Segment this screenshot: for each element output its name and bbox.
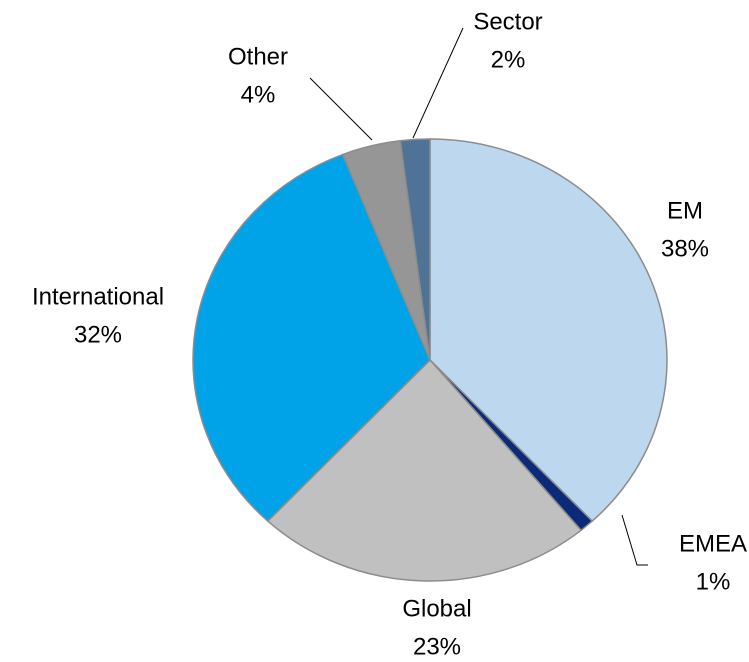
slice-label: Global	[402, 595, 471, 622]
slice-label: Sector	[473, 8, 542, 35]
slice-value: 4%	[241, 81, 276, 108]
pie-slice	[192, 153, 431, 523]
leader-line	[621, 514, 648, 566]
slice-value: 32%	[74, 321, 122, 348]
slice-value: 38%	[661, 235, 709, 262]
slice-value: 2%	[491, 46, 526, 73]
slice-label: EMEA	[679, 530, 747, 557]
slice-label: Other	[228, 43, 288, 70]
leader-line	[412, 27, 464, 139]
slice-label: EM	[667, 197, 703, 224]
leader-line	[309, 77, 373, 141]
slice-label: International	[32, 283, 164, 310]
pie-slice	[399, 138, 431, 361]
pie-slice	[429, 138, 668, 523]
slice-value: 1%	[696, 568, 731, 595]
slice-value: 23%	[413, 633, 461, 660]
pie-slice	[266, 358, 583, 582]
